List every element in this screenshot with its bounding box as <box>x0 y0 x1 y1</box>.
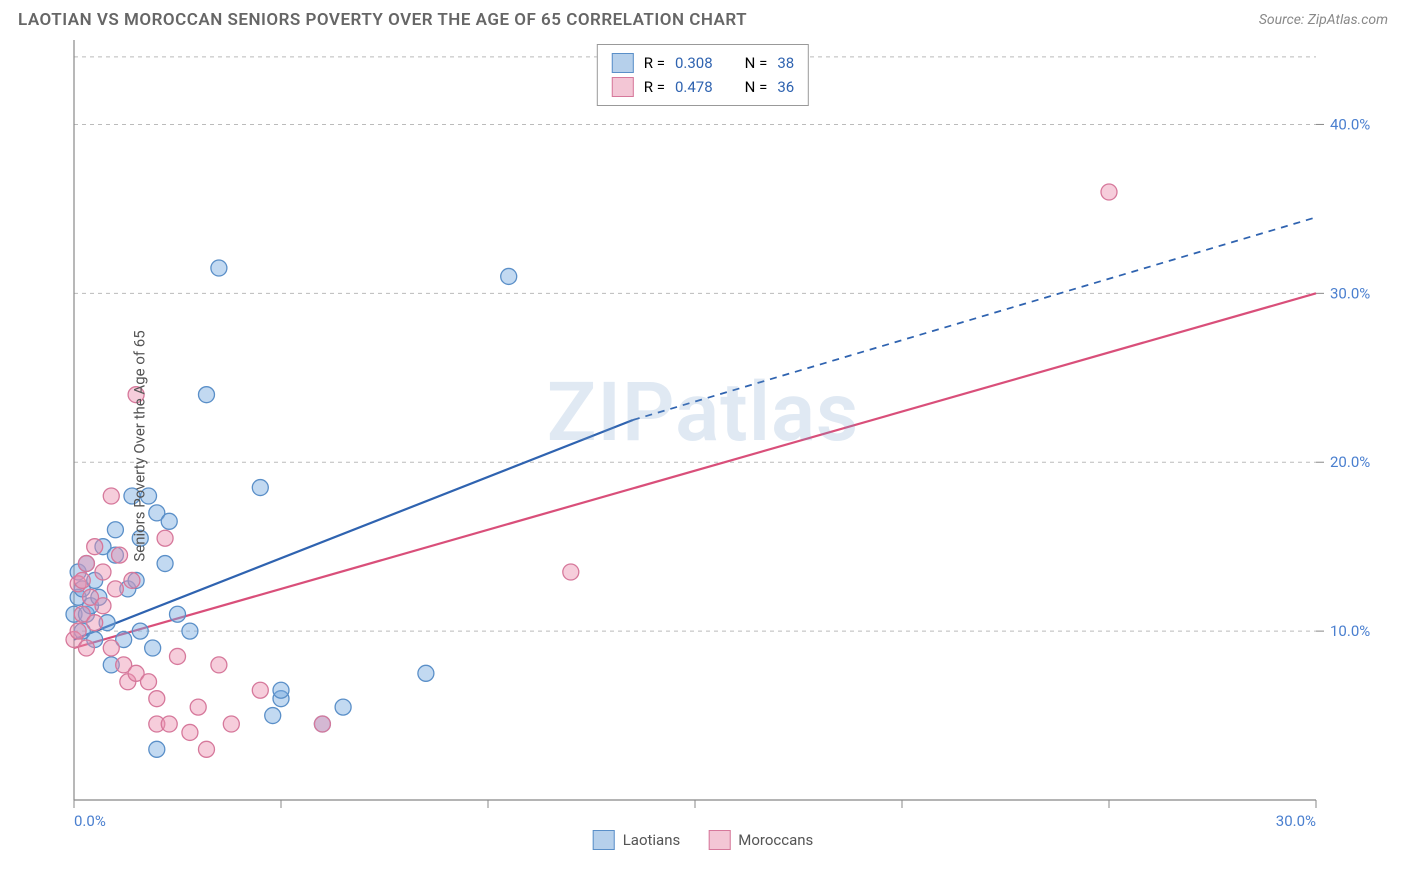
svg-text:10.0%: 10.0% <box>1330 622 1370 640</box>
legend-stats-row-0: R = 0.308 N = 38 <box>612 51 794 75</box>
r-value-1: 0.478 <box>675 78 713 96</box>
legend-label-0: Laotians <box>623 831 681 849</box>
source-credit: Source: ZipAtlas.com <box>1259 12 1388 28</box>
legend-swatch-laotians <box>612 53 634 73</box>
legend-item-laotians: Laotians <box>593 830 681 850</box>
scatter-plot: 0.0% 30.0% 10.0% 20.0% 30.0% 40.0% <box>18 36 1388 856</box>
n-value-0: 38 <box>777 54 794 72</box>
legend-item-moroccans: Moroccans <box>708 830 813 850</box>
legend-swatch-moroccans <box>612 77 634 97</box>
legend-series: Laotians Moroccans <box>593 830 814 850</box>
legend-stats-row-1: R = 0.478 N = 36 <box>612 75 794 99</box>
r-label: R = <box>644 54 665 72</box>
n-value-1: 36 <box>777 78 794 96</box>
n-label: N = <box>745 78 768 96</box>
r-value-0: 0.308 <box>675 54 713 72</box>
chart-title: LAOTIAN VS MOROCCAN SENIORS POVERTY OVER… <box>18 10 747 30</box>
legend-swatch-laotians-b <box>593 830 615 850</box>
r-label: R = <box>644 78 665 96</box>
legend-stats: R = 0.308 N = 38 R = 0.478 N = 36 <box>597 44 809 106</box>
y-axis-label: Seniors Poverty Over the Age of 65 <box>131 330 149 561</box>
n-label: N = <box>745 54 768 72</box>
legend-label-1: Moroccans <box>738 831 813 849</box>
svg-text:40.0%: 40.0% <box>1330 115 1370 133</box>
legend-swatch-moroccans-b <box>708 830 730 850</box>
chart-container: Seniors Poverty Over the Age of 65 ZIPat… <box>18 36 1388 856</box>
svg-text:30.0%: 30.0% <box>1330 284 1370 302</box>
svg-text:30.0%: 30.0% <box>1276 812 1316 830</box>
svg-text:0.0%: 0.0% <box>74 812 106 830</box>
svg-text:20.0%: 20.0% <box>1330 453 1370 471</box>
